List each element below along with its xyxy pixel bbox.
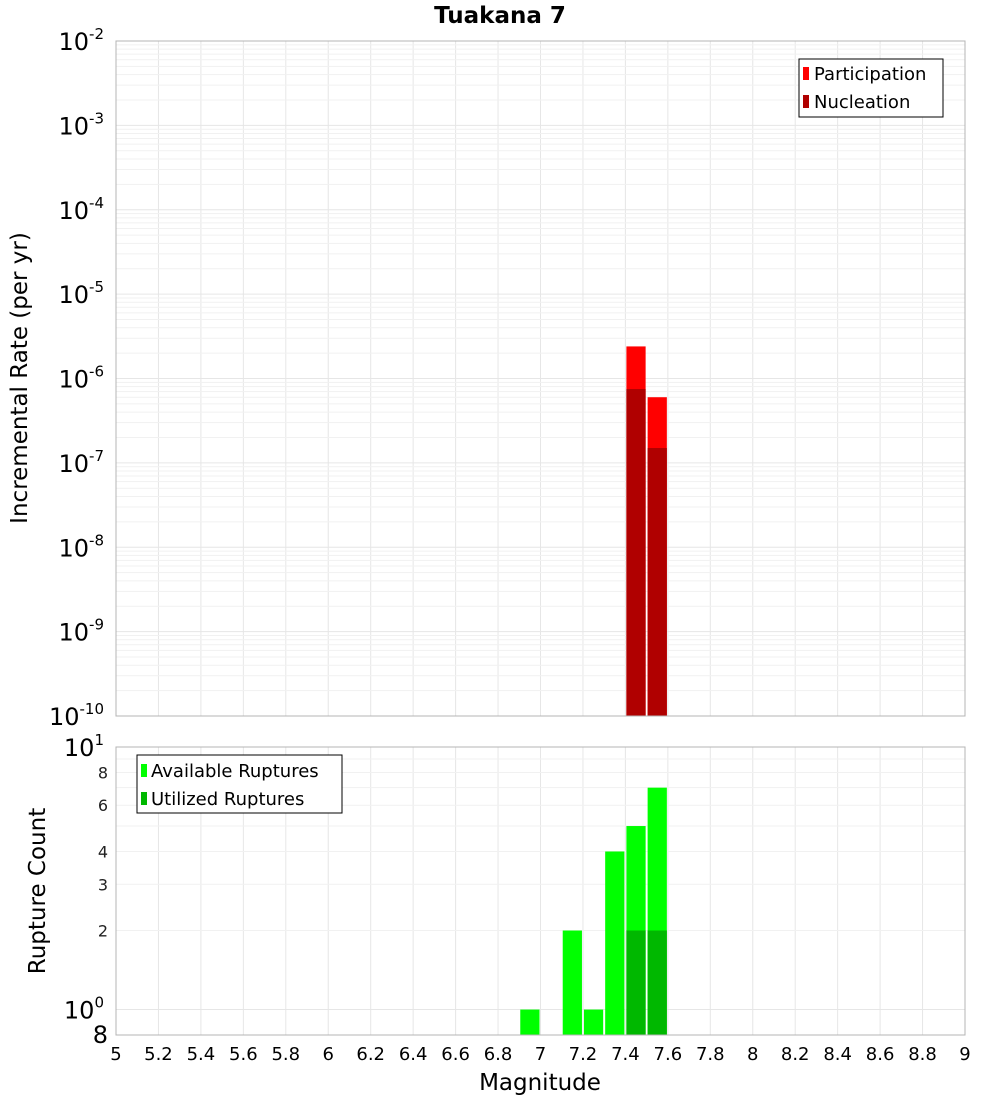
x-tick-label: 7.2: [569, 1044, 598, 1065]
bar-utilized-ruptures: [626, 930, 646, 1035]
chart-title: Tuakana 7: [434, 3, 566, 29]
bar-available-ruptures: [605, 851, 625, 1035]
legend-label-participation: Participation: [814, 64, 926, 85]
bottom-plot-frame: [115, 746, 966, 1036]
top-y-axis-label: Incremental Rate (per yr): [7, 232, 33, 524]
x-tick-label: 8.4: [823, 1044, 852, 1065]
bottom-legend: Available Ruptures Utilized Ruptures: [136, 754, 343, 814]
top-y-tick-label: 10-10: [49, 700, 104, 731]
bottom-y-tick-label: 100: [64, 994, 104, 1025]
bottom-y-axis-label: Rupture Count: [25, 808, 51, 974]
x-tick-label: 7.4: [611, 1044, 640, 1065]
x-tick-label: 7.8: [696, 1044, 725, 1065]
top-y-tick-label: 10-2: [58, 25, 104, 56]
top-plot-frame: [115, 40, 966, 717]
x-tick-label: 9: [959, 1044, 970, 1065]
top-legend: Participation Nucleation: [798, 58, 944, 118]
top-y-tick-label: 10-4: [58, 194, 104, 225]
bar-available-ruptures: [562, 930, 582, 1035]
bottom-y-minor-tick-label: 6: [98, 796, 108, 815]
x-tick-label: 8.8: [908, 1044, 937, 1065]
top-legend-box: [798, 58, 944, 118]
bottom-y-minor-tick-label: 2: [98, 922, 108, 941]
bottom-bars: [520, 787, 667, 1035]
bar-available-ruptures: [583, 1009, 604, 1035]
legend-label-nucleation: Nucleation: [814, 92, 910, 113]
bar-nucleation: [647, 448, 667, 716]
legend-swatch-nucleation: [803, 95, 809, 108]
bar-available-ruptures: [520, 1009, 540, 1035]
bottom-y-tick-label: 101: [64, 731, 104, 762]
x-tick-label: 6.4: [399, 1044, 428, 1065]
top-bars: [626, 346, 667, 716]
x-axis-label: Magnitude: [479, 1070, 601, 1096]
legend-label-utilized-ruptures: Utilized Ruptures: [151, 789, 304, 810]
x-ticks: 5 5.2 5.4 5.6 5.8 6 6.2 6.4 6.6 6.8 7 7.2 7.4 7.6 7.8 8…: [110, 1044, 970, 1065]
legend-label-available-ruptures: Available Ruptures: [151, 761, 319, 782]
legend-swatch-available-ruptures: [141, 764, 147, 777]
x-tick-label: 8: [747, 1044, 758, 1065]
x-tick-label: 8.2: [781, 1044, 810, 1065]
x-tick-label: 5.4: [187, 1044, 216, 1065]
top-y-ticks: 10-10 10-9 10-8 10-7 10-6 10-5 10-4 10-3 10-2: [49, 25, 104, 731]
legend-swatch-utilized-ruptures: [141, 792, 147, 805]
bottom-y-minor-tick-label: 8: [93, 1021, 108, 1049]
top-panel: 10-10 10-9 10-8 10-7 10-6 10-5 10-4 10-3 10-2 In…: [7, 25, 966, 731]
top-grid: [115, 40, 966, 717]
bottom-y-minor-tick-label: 8: [98, 763, 108, 782]
top-y-tick-label: 10-3: [58, 109, 104, 140]
x-tick-label: 5.2: [144, 1044, 173, 1065]
x-tick-label: 7.6: [654, 1044, 683, 1065]
x-tick-label: 5.6: [229, 1044, 258, 1065]
top-y-tick-label: 10-9: [58, 616, 104, 647]
x-tick-label: 5.8: [271, 1044, 300, 1065]
x-tick-label: 5: [110, 1044, 121, 1065]
legend-swatch-participation: [803, 67, 809, 80]
x-tick-label: 6.8: [484, 1044, 513, 1065]
x-tick-label: 6.6: [441, 1044, 470, 1065]
bar-nucleation: [626, 389, 646, 716]
bar-utilized-ruptures: [647, 930, 667, 1035]
top-y-tick-label: 10-5: [58, 278, 104, 309]
x-tick-label: 8.6: [866, 1044, 895, 1065]
top-y-tick-label: 10-6: [58, 363, 104, 394]
bottom-legend-box: [136, 754, 343, 814]
top-y-tick-label: 10-7: [58, 447, 104, 478]
bottom-y-minor-tick-label: 3: [98, 875, 108, 894]
bottom-y-minor-tick-label: 4: [98, 842, 108, 861]
top-y-tick-label: 10-8: [58, 531, 104, 562]
x-tick-label: 6.2: [356, 1044, 385, 1065]
x-tick-label: 6: [323, 1044, 334, 1065]
x-tick-label: 7: [535, 1044, 546, 1065]
